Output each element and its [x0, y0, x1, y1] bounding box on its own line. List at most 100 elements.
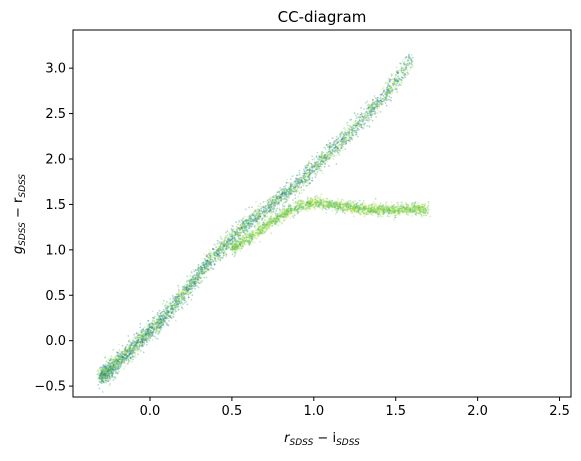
scatter-point [348, 132, 351, 135]
scatter-point [300, 179, 303, 182]
scatter-point [390, 78, 392, 81]
scatter-point [125, 357, 128, 360]
scatter-point [382, 89, 385, 92]
scatter-point [192, 281, 195, 284]
scatter-point [119, 354, 122, 356]
scatter-point [227, 241, 229, 244]
scatter-point [371, 109, 373, 111]
scatter-point [374, 97, 377, 99]
scatter-point [261, 210, 264, 213]
scatter-point [228, 236, 230, 239]
scatter-point [364, 101, 367, 104]
scatter-point [233, 255, 236, 258]
scatter-point [239, 238, 242, 240]
scatter-point [385, 95, 388, 97]
scatter-point [269, 205, 272, 207]
scatter-point [223, 246, 226, 249]
scatter-point [114, 370, 117, 373]
scatter-point [336, 149, 339, 152]
scatter-point [249, 222, 252, 225]
scatter-point [393, 81, 396, 83]
scatter-point [171, 307, 174, 310]
scatter-point [273, 202, 276, 204]
scatter-point [270, 214, 273, 217]
scatter-point [311, 155, 314, 158]
scatter-point [218, 252, 221, 254]
scatter-point [189, 291, 192, 294]
scatter-point [248, 206, 251, 209]
scatter-point [156, 311, 159, 314]
scatter-point [137, 353, 140, 356]
scatter-point [127, 340, 130, 342]
scatter-point [311, 177, 314, 180]
scatter-point [123, 361, 125, 364]
scatter-point [190, 299, 193, 301]
scatter-point [381, 92, 384, 95]
scatter-point [117, 351, 120, 354]
scatter-point [99, 372, 102, 374]
scatter-point [379, 97, 382, 99]
scatter-point [203, 276, 206, 279]
scatter-point [130, 357, 132, 360]
scatter-point [260, 210, 263, 212]
scatter-point [317, 165, 320, 167]
scatter-point [160, 314, 163, 316]
scatter-point [167, 313, 169, 315]
scatter-point [385, 93, 388, 96]
scatter-point [354, 114, 357, 117]
scatter-point [316, 160, 318, 163]
scatter-point [339, 132, 342, 135]
scatter-point [183, 302, 186, 304]
scatter-point [135, 342, 138, 344]
scatter-point [254, 214, 257, 217]
scatter-point [124, 365, 127, 368]
scatter-point [380, 102, 382, 105]
scatter-point [321, 158, 324, 161]
scatter-point [120, 365, 123, 368]
scatter-point [385, 99, 388, 102]
scatter-point [287, 181, 289, 184]
scatter-point [131, 360, 133, 363]
scatter-point [381, 100, 384, 103]
scatter-point [255, 201, 257, 203]
scatter-point [205, 263, 207, 266]
scatter-point [114, 362, 116, 365]
scatter-point [274, 197, 277, 200]
scatter-point [130, 357, 132, 359]
scatter-point [226, 234, 229, 237]
scatter-point [145, 337, 147, 340]
scatter-point [404, 66, 407, 69]
scatter-point [154, 330, 157, 333]
scatter-point [347, 132, 350, 135]
scatter-point [292, 175, 294, 177]
scatter-point [308, 182, 311, 185]
scatter-point [189, 288, 192, 290]
scatter-point [341, 134, 344, 137]
scatter-point [158, 317, 161, 320]
scatter-point [182, 296, 185, 299]
scatter-point [362, 108, 365, 111]
scatter-point [118, 360, 121, 363]
scatter-point [208, 252, 211, 255]
scatter-point [245, 226, 248, 228]
scatter-point [410, 66, 412, 69]
scatter-point [291, 190, 293, 192]
scatter-point [135, 340, 138, 343]
scatter-point [159, 318, 162, 321]
scatter-point [340, 140, 342, 142]
scatter-point [400, 71, 402, 73]
scatter-point [168, 320, 170, 322]
scatter-point [405, 68, 407, 71]
scatter-point [201, 268, 204, 271]
scatter-point [162, 303, 164, 305]
scatter-point [170, 317, 173, 320]
scatter-point [379, 111, 382, 113]
scatter-point [243, 227, 246, 230]
scatter-point [143, 340, 146, 342]
scatter-point [352, 126, 355, 129]
scatter-point [382, 86, 385, 89]
scatter-point [273, 199, 276, 201]
scatter-point [334, 213, 337, 215]
scatter-point [142, 351, 145, 354]
scatter-point [158, 324, 161, 327]
